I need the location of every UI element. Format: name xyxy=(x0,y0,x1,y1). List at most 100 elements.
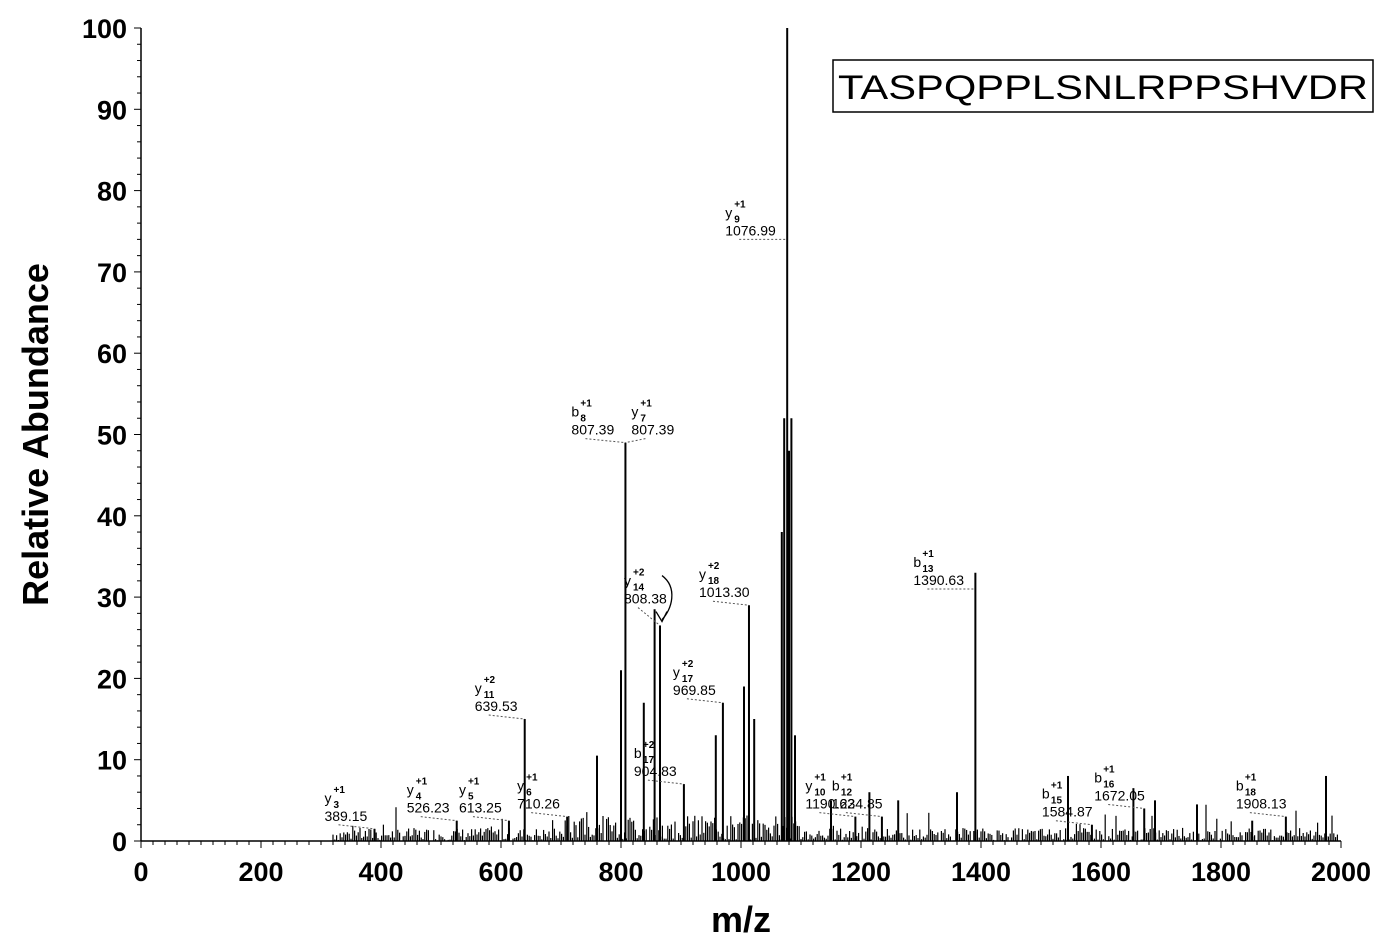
ion-label-b16: b 16 +1 1672.05 xyxy=(1094,764,1145,809)
ion-name: b xyxy=(1094,769,1102,785)
ion-subscript: 5 xyxy=(468,792,474,803)
ion-name: b xyxy=(571,404,579,420)
ion-subscript: 9 xyxy=(734,214,740,225)
ion-name: y xyxy=(459,782,466,798)
ion-charge: +1 xyxy=(526,773,538,784)
ion-name: y xyxy=(673,664,680,680)
ion-leader-line xyxy=(647,779,684,785)
peptide-sequence: TASPQPPLSNLRPPSHVDR xyxy=(838,69,1368,107)
ion-name: y xyxy=(631,404,638,420)
y-tick-label: 0 xyxy=(112,827,127,857)
ion-mz-value: 807.39 xyxy=(571,422,614,438)
y-tick-label: 10 xyxy=(97,746,127,776)
ion-subscript: 15 xyxy=(1051,796,1063,807)
ion-leader-line xyxy=(637,607,661,626)
x-tick-label: 1200 xyxy=(831,857,891,887)
ion-label-y9: y 9 +1 1076.99 xyxy=(725,199,788,240)
ion-subscript: 11 xyxy=(484,690,495,701)
ion-mz-value: 1076.99 xyxy=(725,222,776,238)
ion-subscript: 18 xyxy=(1245,788,1257,799)
ion-mz-value: 1234.85 xyxy=(832,796,883,812)
ion-mz-value: 1013.30 xyxy=(699,584,750,600)
ion-leader-line xyxy=(585,438,626,444)
ion-label-y10: y 10 +1 1190.62 xyxy=(805,773,856,818)
ion-leader-line xyxy=(625,438,646,444)
ion-mz-value: 389.15 xyxy=(324,808,367,824)
ion-charge: +2 xyxy=(682,659,694,670)
ion-leader-line xyxy=(531,812,568,818)
ion-charge: +2 xyxy=(633,568,645,579)
ion-subscript: 13 xyxy=(922,564,934,575)
x-tick-label: 200 xyxy=(238,857,283,887)
ion-subscript: 17 xyxy=(643,755,655,766)
ion-leader-line xyxy=(1249,812,1286,818)
ion-label-y4: y 4 +1 526.23 xyxy=(407,777,457,822)
x-tick-label: 1400 xyxy=(951,857,1011,887)
ion-leader-line xyxy=(488,714,525,720)
axes: 0 200 400 600 800 1000 1200 1400 1600 1800 2000 0 10… xyxy=(82,14,1371,887)
ion-mz-value: 904.83 xyxy=(634,763,677,779)
ion-charge: +1 xyxy=(814,773,826,784)
ion-leader-line xyxy=(1055,820,1092,826)
ion-subscript: 4 xyxy=(416,792,422,803)
ion-mz-value: 1908.13 xyxy=(1236,796,1287,812)
y-tick-label: 30 xyxy=(97,583,127,613)
ion-subscript: 10 xyxy=(814,788,826,799)
ion-name: y xyxy=(725,204,732,220)
ion-name: y xyxy=(805,778,812,794)
ion-subscript: 14 xyxy=(633,583,645,594)
ion-label-y14: y 14 +2 808.38 xyxy=(624,568,667,626)
x-tick-label: 0 xyxy=(133,857,148,887)
ion-name: y xyxy=(407,782,414,798)
y-tick-label: 50 xyxy=(97,421,127,451)
ion-charge: +1 xyxy=(841,773,853,784)
ion-charge: +1 xyxy=(1051,781,1063,792)
ion-mz-value: 613.25 xyxy=(459,800,502,816)
ion-label-b17: b 17 +2 904.83 xyxy=(634,740,684,785)
x-tick-label: 1600 xyxy=(1071,857,1131,887)
ion-leader-line xyxy=(420,816,457,822)
ion-mz-value: 807.39 xyxy=(631,422,674,438)
ion-subscript: 7 xyxy=(640,414,646,425)
ion-leader-line xyxy=(686,698,723,704)
ion-charge: +1 xyxy=(1245,773,1257,784)
x-tick-label: 1800 xyxy=(1191,857,1251,887)
x-tick-label: 800 xyxy=(598,857,643,887)
x-tick-label: 1000 xyxy=(711,857,771,887)
ion-label-y3: y 3 +1 389.15 xyxy=(324,785,375,830)
ion-label-y7: y 7 +1 807.39 xyxy=(625,399,674,444)
ion-name: y xyxy=(517,778,524,794)
ion-name: y xyxy=(699,566,706,582)
ion-label-b13: b 13 +1 1390.63 xyxy=(913,549,976,590)
ion-name: y xyxy=(475,680,482,696)
y-tick-label: 80 xyxy=(97,177,127,207)
ion-name: y xyxy=(324,790,331,806)
ion-leader-line xyxy=(712,600,750,606)
ion-leader-line xyxy=(338,824,375,830)
ion-subscript: 8 xyxy=(580,414,586,425)
ion-mz-value: 710.26 xyxy=(517,796,560,812)
ion-charge: +1 xyxy=(468,777,480,788)
ion-label-b8: b 8 +1 807.39 xyxy=(571,399,626,444)
ion-mz-value: 1672.05 xyxy=(1094,787,1145,803)
ion-subscript: 6 xyxy=(526,788,532,799)
ion-charge: +2 xyxy=(484,675,496,686)
y14-arrow-head xyxy=(655,611,668,623)
sequence-box: TASPQPPLSNLRPPSHVDR xyxy=(832,59,1374,113)
ion-subscript: 18 xyxy=(708,576,720,587)
ion-mz-value: 639.53 xyxy=(475,698,518,714)
ion-name: b xyxy=(634,745,642,761)
x-tick-label: 600 xyxy=(478,857,523,887)
ion-mz-value: 808.38 xyxy=(624,591,667,607)
ion-label-b12: b 12 +1 1234.85 xyxy=(832,773,883,818)
ion-label-y17: y 17 +2 969.85 xyxy=(673,659,723,704)
ion-charge: +1 xyxy=(416,777,428,788)
ion-subscript: 12 xyxy=(841,788,853,799)
y-axis-title: Relative Abundance xyxy=(15,263,56,606)
ion-charge: +1 xyxy=(922,549,934,560)
y-tick-label: 90 xyxy=(97,95,127,125)
ion-label-y11: y 11 +2 639.53 xyxy=(475,675,525,720)
ion-mz-value: 1390.63 xyxy=(913,572,964,588)
